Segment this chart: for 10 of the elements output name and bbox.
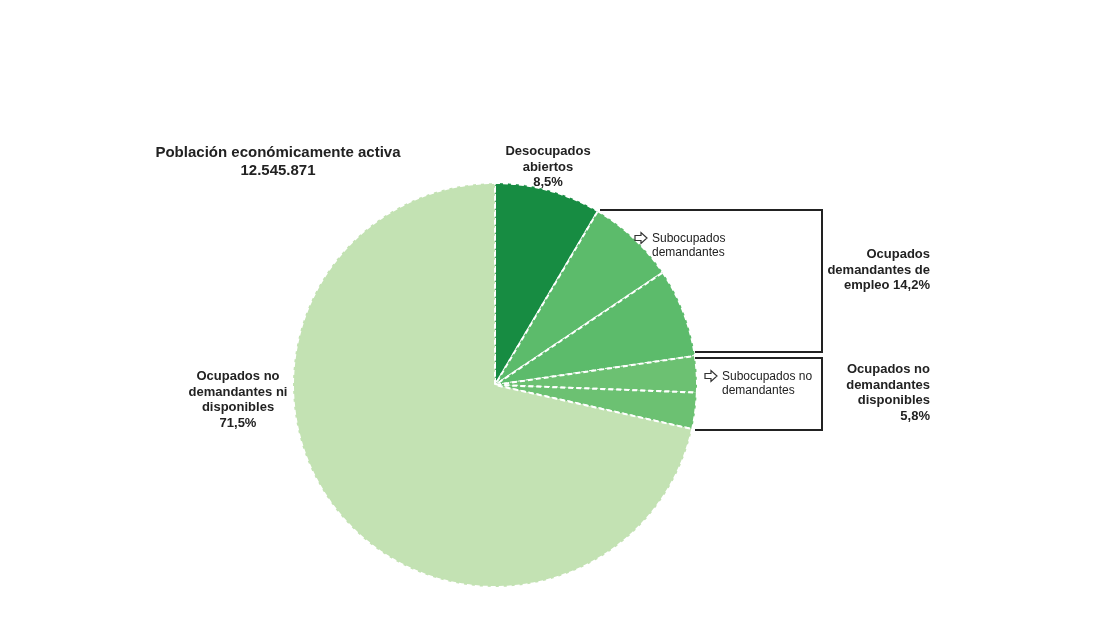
slice-label: Subocupados demandantes	[652, 231, 726, 260]
slice-label: Desocupados abiertos	[505, 143, 591, 174]
text: Ocupados no demandantes disponibles 5,8%	[846, 361, 931, 423]
slice-label: Subocupados no demandantes	[722, 369, 813, 398]
data-label: 8,5%	[533, 174, 564, 190]
chart-title: Población económicamente activa	[155, 143, 402, 160]
text: Ocupados demandantes de empleo 14,2%	[827, 246, 931, 293]
slice-label: Ocupados no demandantes ni disponibles	[188, 368, 288, 415]
text: 12.545.871	[240, 161, 316, 178]
data-label: 71,5%	[219, 414, 257, 430]
